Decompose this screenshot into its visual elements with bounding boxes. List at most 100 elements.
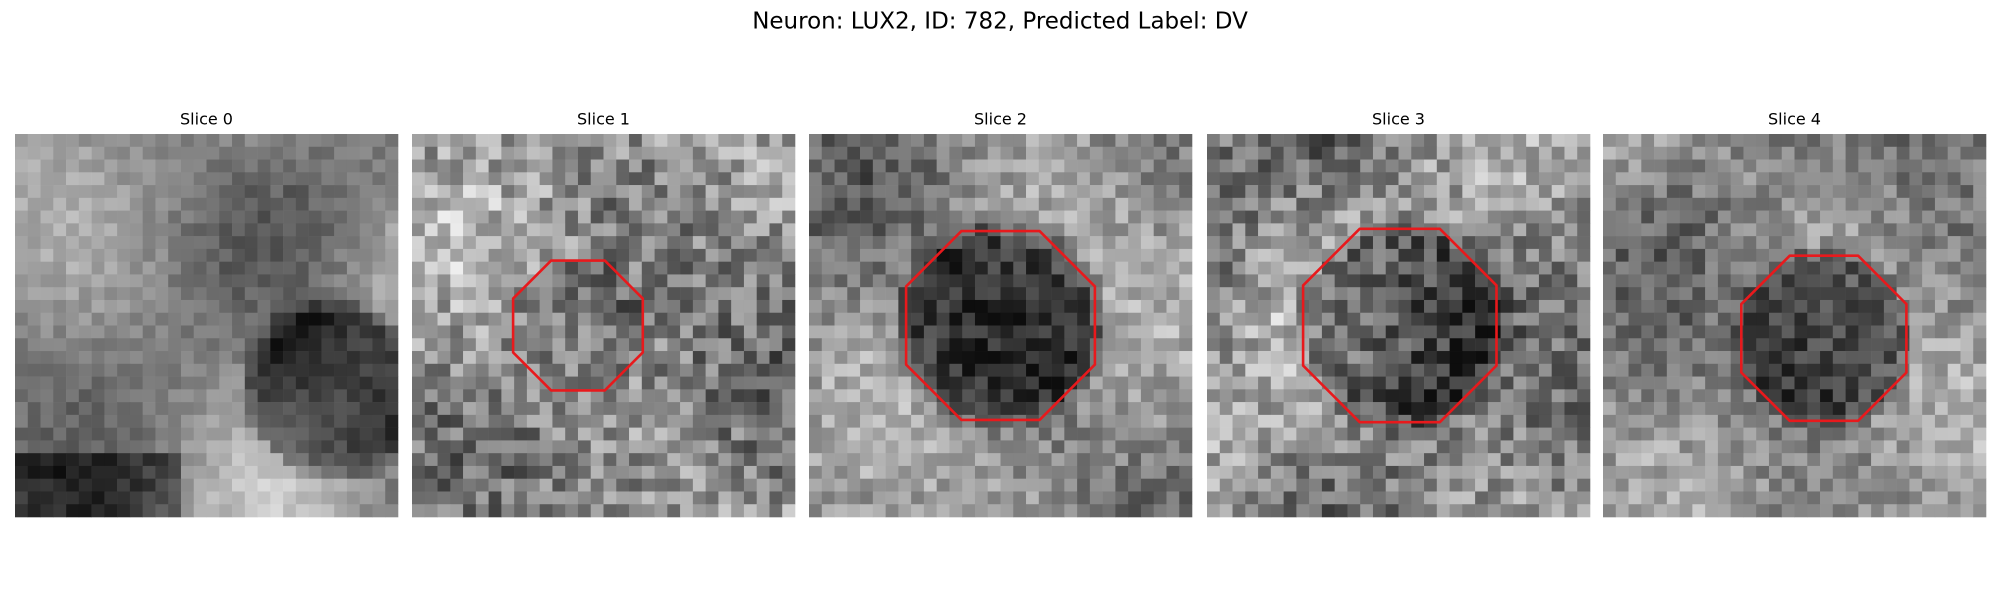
pixel	[1077, 185, 1091, 199]
pixel	[1717, 504, 1731, 518]
pixel	[526, 376, 540, 390]
pixel	[1449, 172, 1463, 186]
pixel	[463, 338, 477, 352]
pixel	[193, 325, 207, 339]
pixel	[257, 414, 271, 428]
pixel	[1296, 453, 1310, 467]
pixel	[1309, 402, 1323, 416]
pixel	[168, 351, 182, 365]
pixel	[1000, 491, 1014, 505]
pixel	[834, 299, 848, 314]
pixel	[1500, 338, 1514, 352]
pixel	[1128, 389, 1142, 403]
pixel	[1564, 197, 1578, 211]
pixel	[475, 453, 489, 467]
pixel	[1781, 172, 1795, 186]
pixel	[1347, 427, 1361, 441]
pixel	[244, 363, 258, 377]
pixel	[1385, 172, 1399, 186]
pixel	[1245, 414, 1259, 428]
pixel	[450, 134, 464, 148]
pixel	[78, 402, 92, 416]
pixel	[1000, 197, 1014, 211]
pixel	[1270, 134, 1284, 148]
pixel	[1179, 504, 1193, 518]
pixel	[219, 504, 233, 518]
pixel	[1475, 261, 1489, 275]
pixel	[552, 402, 566, 416]
pixel	[1487, 440, 1501, 454]
pixel	[718, 453, 732, 467]
pixel	[117, 210, 131, 224]
pixel	[1705, 491, 1719, 505]
pixel	[1398, 351, 1412, 365]
pixel	[1166, 274, 1180, 288]
pixel	[1411, 172, 1425, 186]
pixel	[1153, 159, 1167, 173]
pixel	[1730, 376, 1744, 390]
pixel	[1909, 287, 1923, 301]
pixel	[1077, 261, 1091, 275]
pixel	[270, 287, 284, 301]
pixel	[1603, 402, 1617, 416]
pixel	[654, 185, 668, 199]
pixel	[27, 261, 41, 275]
pixel	[372, 376, 386, 390]
pixel	[1245, 402, 1259, 416]
pixel	[1500, 210, 1514, 224]
pixel	[180, 491, 195, 505]
pixel	[295, 402, 309, 416]
pixel	[346, 504, 360, 518]
pixel	[1219, 134, 1233, 148]
pixel	[872, 325, 886, 339]
pixel	[1140, 478, 1154, 492]
pixel	[27, 299, 41, 314]
pixel	[1960, 402, 1974, 416]
pixel	[616, 248, 630, 262]
pixel	[923, 402, 937, 416]
pixel	[1026, 414, 1040, 428]
pixel	[372, 312, 386, 326]
pixel	[756, 478, 770, 492]
pixel	[1679, 172, 1693, 186]
pixel	[1832, 172, 1846, 186]
pixel	[1207, 465, 1221, 479]
pixel	[1334, 134, 1348, 148]
pixel	[1922, 453, 1936, 467]
pixel	[1140, 453, 1154, 467]
pixel	[1449, 261, 1463, 275]
pixel	[847, 376, 861, 390]
pixel	[385, 274, 399, 288]
pixel	[78, 172, 92, 186]
pixel	[1564, 236, 1578, 250]
pixel	[1424, 299, 1438, 314]
pixel	[1922, 440, 1936, 454]
pixel	[743, 453, 757, 467]
pixel	[1487, 363, 1501, 377]
pixel	[809, 299, 823, 314]
pixel	[974, 351, 989, 365]
pixel	[821, 261, 835, 275]
pixel	[667, 427, 681, 441]
pixel	[1832, 363, 1846, 377]
pixel	[847, 197, 861, 211]
pixel	[78, 236, 92, 250]
pixel	[385, 325, 399, 339]
pixel	[168, 504, 182, 518]
pixel	[155, 491, 169, 505]
pixel	[590, 491, 604, 505]
pixel	[1551, 363, 1565, 377]
pixel	[244, 197, 258, 211]
pixel	[1026, 312, 1040, 326]
pixel	[1334, 312, 1348, 326]
pixel	[1487, 312, 1501, 326]
pixel	[359, 453, 373, 467]
pixel	[1064, 389, 1078, 403]
pixel	[962, 453, 976, 467]
pixel	[206, 223, 220, 237]
pixel	[117, 312, 131, 326]
pixel	[142, 491, 156, 505]
pixel	[1845, 440, 1859, 454]
pixel	[1615, 376, 1629, 390]
pixel	[756, 440, 770, 454]
